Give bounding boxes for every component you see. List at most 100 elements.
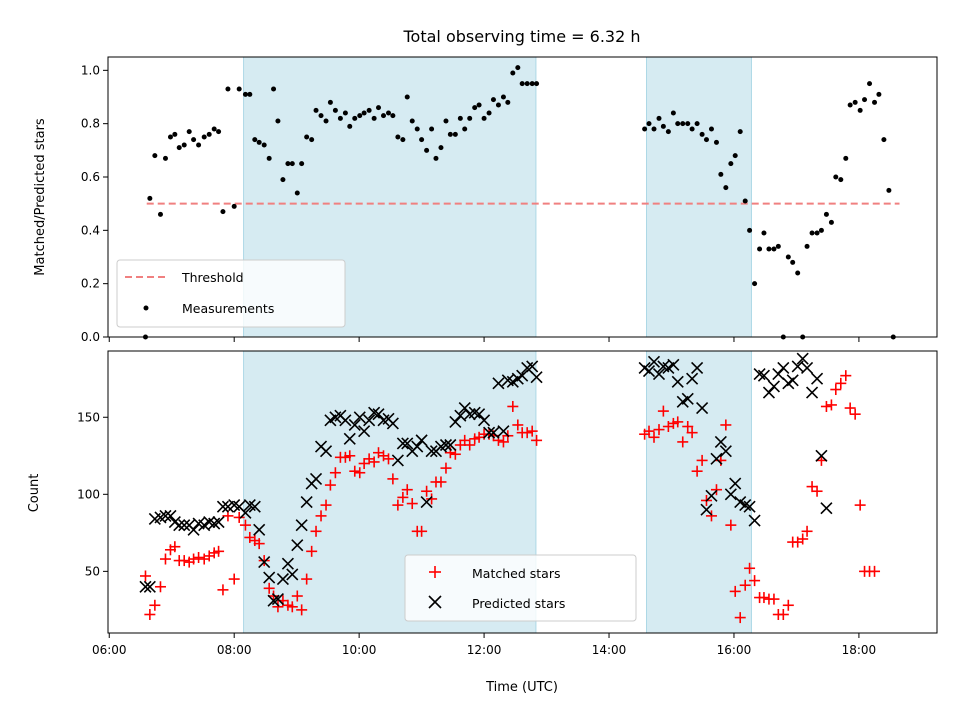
measurement-point (429, 126, 435, 132)
measurement-point (833, 174, 839, 180)
matched-star-point (768, 593, 780, 605)
predicted-star-point (767, 380, 781, 393)
measurement-point (376, 105, 382, 111)
matched-star-point (406, 498, 418, 510)
top-y-tick-label: 0.2 (81, 277, 100, 291)
measurement-point (462, 126, 468, 132)
predicted-star-point (300, 495, 313, 509)
measurement-point (761, 230, 767, 236)
x-tick-label: 12:00 (467, 643, 502, 657)
matched-star-point (835, 377, 847, 389)
measurement-point (804, 243, 810, 249)
measurement-point (742, 198, 748, 204)
predicted-star-point (526, 360, 539, 373)
measurement-point (747, 227, 753, 233)
measurement-point (211, 126, 217, 132)
matched-star-point (734, 612, 746, 624)
matched-star-point (139, 570, 151, 582)
measurement-point (818, 227, 824, 233)
predicted-star-point (729, 477, 742, 490)
matched-star-point (801, 525, 813, 537)
measurement-point (529, 81, 535, 87)
matched-star-point (397, 491, 409, 503)
measurement-point (775, 243, 781, 249)
matched-star-point (507, 400, 519, 412)
matched-star-point (849, 408, 861, 420)
measurement-point (737, 129, 743, 135)
measurement-point (852, 99, 858, 105)
top-y-tick-label: 1.0 (81, 63, 100, 77)
predicted-star-point (739, 499, 752, 512)
matched-star-point (725, 519, 737, 531)
matched-star-point (239, 519, 251, 531)
predicted-star-point (483, 426, 496, 439)
measurement-point (201, 134, 207, 140)
predicted-star-point (358, 425, 371, 438)
measurement-point (294, 190, 300, 196)
measurement-point (404, 94, 410, 100)
predicted-star-point (363, 414, 376, 427)
matched-star-point (296, 604, 308, 616)
matched-star-point (648, 431, 660, 443)
legend-measurements-swatch (143, 305, 149, 311)
measurement-point (519, 81, 525, 87)
predicted-star-point (696, 401, 709, 415)
matched-star-point (854, 499, 866, 511)
measurement-point (828, 219, 834, 225)
matched-star-point (310, 525, 322, 537)
measurement-point (332, 107, 338, 113)
matched-star-point (464, 439, 476, 451)
bottom-y-tick-label: 150 (77, 410, 100, 424)
top-y-axis-label: Matched/Predicted stars (33, 118, 48, 276)
predicted-star-point (487, 426, 500, 439)
measurement-point (231, 203, 237, 209)
measurement-point (371, 115, 377, 121)
matched-star-point (696, 454, 708, 466)
top-axes-frame (107, 56, 938, 338)
matched-star-point (526, 425, 538, 437)
measurement-point (790, 259, 796, 265)
matched-star-point (806, 481, 818, 493)
matched-star-point (258, 555, 270, 567)
measurement-point (419, 137, 425, 143)
matched-star-point (149, 599, 161, 611)
matched-star-point (358, 457, 370, 469)
matched-star-point (426, 493, 438, 505)
bottom-y-axis-label: Count (27, 474, 42, 513)
measurement-point (689, 126, 695, 132)
top-measurement-points (142, 65, 896, 340)
matched-star-point (749, 575, 761, 587)
predicted-star-point (425, 445, 438, 458)
measurement-point (216, 129, 222, 135)
measurement-point (400, 137, 406, 143)
predicted-star-point (415, 434, 428, 447)
measurement-point (886, 187, 892, 193)
measurement-point (876, 91, 882, 97)
measurement-point (361, 110, 367, 116)
matched-star-point (329, 467, 341, 479)
measurement-point (181, 142, 187, 148)
measurement-point (694, 121, 700, 127)
matched-star-point (825, 399, 837, 411)
x-tick-label: 14:00 (592, 643, 627, 657)
matched-star-point (213, 545, 225, 557)
measurement-point (718, 171, 724, 177)
predicted-star-point (714, 435, 727, 448)
measurement-point (186, 129, 192, 135)
measurement-point (289, 161, 295, 167)
measurement-point (433, 155, 439, 161)
predicted-star-point (724, 488, 737, 501)
predicted-star-point (178, 519, 191, 532)
measurement-point (472, 105, 478, 111)
predicted-star-point (492, 377, 505, 390)
predicted-star-point (391, 454, 404, 467)
matched-star-point (272, 601, 284, 613)
measurement-point (309, 137, 315, 143)
measurement-point (167, 134, 173, 140)
bottom-legend-box (404, 554, 637, 622)
matched-star-point (324, 479, 336, 491)
matched-star-point (797, 533, 809, 545)
measurement-point (452, 131, 458, 137)
measurement-point (220, 209, 226, 215)
measurement-point (424, 147, 430, 153)
